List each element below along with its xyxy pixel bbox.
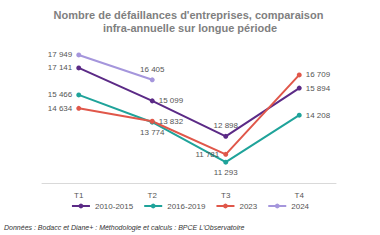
svg-text:2024: 2024 (291, 202, 309, 211)
svg-text:16 405: 16 405 (140, 65, 165, 74)
svg-text:Données : Bodacc et Diane+ : M: Données : Bodacc et Diane+ : Méthodologi… (4, 224, 245, 232)
svg-text:14 634: 14 634 (48, 104, 73, 113)
svg-text:15 894: 15 894 (306, 84, 331, 93)
svg-text:T4: T4 (295, 191, 305, 200)
svg-text:16 709: 16 709 (306, 70, 331, 79)
svg-text:14 208: 14 208 (306, 111, 331, 120)
svg-text:11 781: 11 781 (195, 150, 219, 159)
svg-text:T3: T3 (221, 191, 231, 200)
svg-text:15 099: 15 099 (159, 96, 184, 105)
svg-text:T1: T1 (74, 191, 84, 200)
svg-text:15 466: 15 466 (48, 90, 73, 99)
svg-text:17 141: 17 141 (48, 63, 73, 72)
svg-text:2023: 2023 (239, 202, 257, 211)
svg-text:17 949: 17 949 (48, 50, 73, 59)
svg-text:2016-2019: 2016-2019 (167, 202, 206, 211)
svg-text:13 832: 13 832 (159, 117, 184, 126)
svg-text:2010-2015: 2010-2015 (95, 202, 134, 211)
svg-text:Nombre de défaillances d'entre: Nombre de défaillances d'entreprises, co… (54, 9, 327, 21)
svg-text:infra-annuelle sur longue péri: infra-annuelle sur longue période (103, 22, 277, 34)
svg-text:13 774: 13 774 (140, 128, 165, 137)
svg-text:11 293: 11 293 (214, 168, 238, 177)
svg-text:12 898: 12 898 (214, 121, 239, 130)
svg-text:T2: T2 (148, 191, 158, 200)
